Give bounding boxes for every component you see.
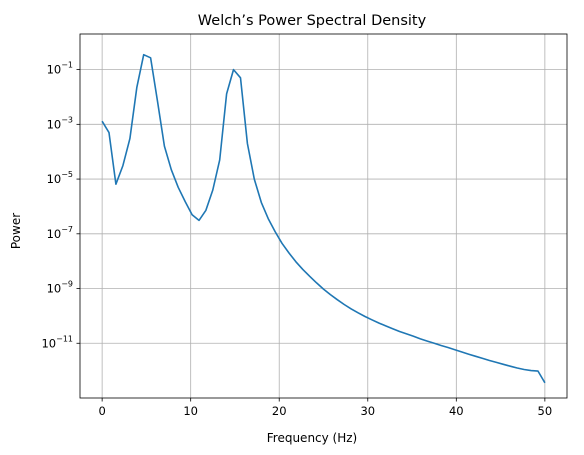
- y-tick-exponent: −3: [61, 115, 73, 124]
- y-axis-label: Power: [9, 213, 23, 249]
- y-tick-base: 10: [47, 282, 62, 296]
- series-group: [101, 53, 546, 384]
- y-tick-label: 10−7: [47, 225, 73, 241]
- y-tick-exponent: −11: [56, 334, 73, 343]
- x-axis-label: Frequency (Hz): [267, 431, 358, 445]
- y-tick-base: 10: [47, 63, 62, 77]
- y-tick-exponent: −7: [61, 225, 73, 234]
- y-tick-label: 10−9: [47, 280, 73, 296]
- x-tick-label: 20: [272, 404, 287, 418]
- y-tick-exponent: −9: [61, 280, 73, 289]
- y-tick-label: 10−3: [47, 115, 73, 131]
- x-tick-label: 30: [360, 404, 375, 418]
- y-tick-base: 10: [47, 117, 62, 131]
- y-tick-exponent: −1: [61, 61, 73, 70]
- y-tick-base: 10: [41, 336, 56, 350]
- plot-frame: [79, 33, 568, 399]
- grid-lines: [80, 34, 567, 398]
- x-tick-label: 0: [98, 404, 105, 418]
- x-tick-label: 40: [449, 404, 464, 418]
- x-tick-label: 50: [538, 404, 553, 418]
- chart-title: Welch’s Power Spectral Density: [198, 13, 427, 29]
- y-tick-base: 10: [47, 227, 62, 241]
- psd-series-line: [101, 53, 546, 384]
- y-tick-label: 10−1: [47, 61, 73, 77]
- y-tick-label: 10−5: [47, 170, 73, 186]
- y-tick-base: 10: [47, 172, 62, 186]
- x-tick-label: 10: [183, 404, 198, 418]
- y-tick-label: 10−11: [41, 334, 73, 350]
- y-tick-exponent: −5: [61, 170, 73, 179]
